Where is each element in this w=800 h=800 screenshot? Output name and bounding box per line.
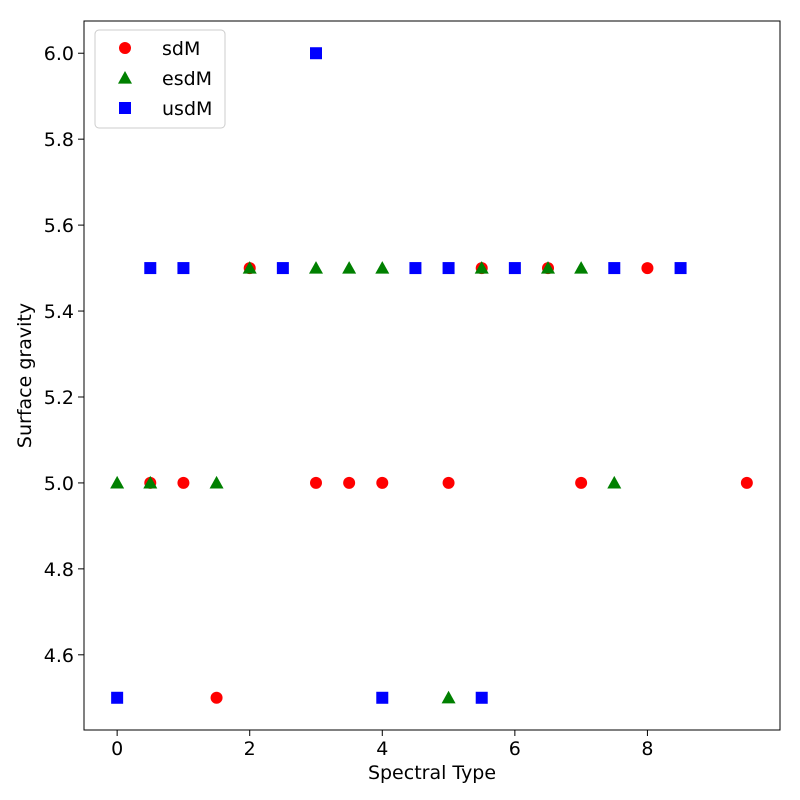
esdM-point [375, 261, 390, 274]
y-axis-label: Surface gravity [14, 303, 36, 448]
esdM-point [110, 475, 125, 489]
series-esdM [110, 261, 622, 704]
legend-label: usdM [162, 98, 212, 120]
sdM-point [442, 476, 455, 489]
usdM-point [475, 691, 488, 704]
y-tick-label: 4.8 [44, 559, 74, 581]
esdM-point [143, 475, 158, 489]
x-tick-label: 2 [244, 738, 256, 760]
esdM-point [209, 475, 224, 489]
usdM-point [111, 691, 124, 704]
usdM-point [508, 262, 521, 275]
esdM-point [441, 690, 456, 704]
series-usdM [111, 47, 687, 704]
usdM-point [409, 262, 422, 275]
legend-marker-esdM [118, 71, 132, 84]
y-tick-label: 5.0 [44, 473, 74, 495]
usdM-point [376, 691, 389, 704]
x-tick-label: 0 [111, 738, 123, 760]
sdM-point [376, 476, 389, 489]
x-tick-label: 4 [376, 738, 388, 760]
sdM-point [177, 476, 190, 489]
sdM-point [575, 476, 588, 489]
sdM-point [210, 691, 223, 704]
esdM-point [242, 261, 257, 274]
esdM-point [309, 261, 323, 274]
legend-marker-usdM [119, 102, 131, 114]
legend: sdM esdM usdM [94, 29, 226, 129]
legend-label: sdM [162, 38, 200, 60]
y-tick-label: 5.2 [44, 387, 74, 409]
y-tick-label: 5.4 [44, 301, 74, 323]
legend-label: esdM [162, 68, 212, 90]
y-axis: 4.6 4.8 5.0 5.2 5.4 5.6 5.8 6.0 [44, 43, 84, 667]
usdM-point [144, 262, 157, 275]
x-axis-label: Spectral Type [368, 762, 496, 784]
y-tick-label: 6.0 [44, 43, 74, 65]
sdM-point [343, 476, 356, 489]
usdM-point [177, 262, 190, 275]
usdM-point [608, 262, 621, 275]
usdM-point [442, 262, 455, 275]
usdM-point [310, 47, 322, 60]
x-tick-label: 6 [509, 738, 521, 760]
usdM-point [276, 262, 289, 275]
esdM-point [342, 261, 357, 274]
sdM-point [641, 262, 654, 275]
plot-frame [83, 20, 781, 731]
sdM-point [740, 476, 753, 489]
y-tick-label: 5.6 [44, 215, 74, 237]
legend-marker-sdM [119, 42, 131, 54]
x-axis: 0 2 4 6 8 [111, 730, 653, 760]
esdM-point [574, 261, 589, 274]
x-tick-label: 8 [641, 738, 653, 760]
data-markers [110, 47, 753, 704]
esdM-point [607, 475, 622, 489]
y-tick-label: 4.6 [44, 645, 74, 667]
y-tick-label: 5.8 [44, 129, 74, 151]
usdM-point [674, 262, 687, 275]
sdM-point [310, 476, 322, 489]
esdM-point [541, 261, 555, 274]
esdM-point [474, 261, 489, 274]
